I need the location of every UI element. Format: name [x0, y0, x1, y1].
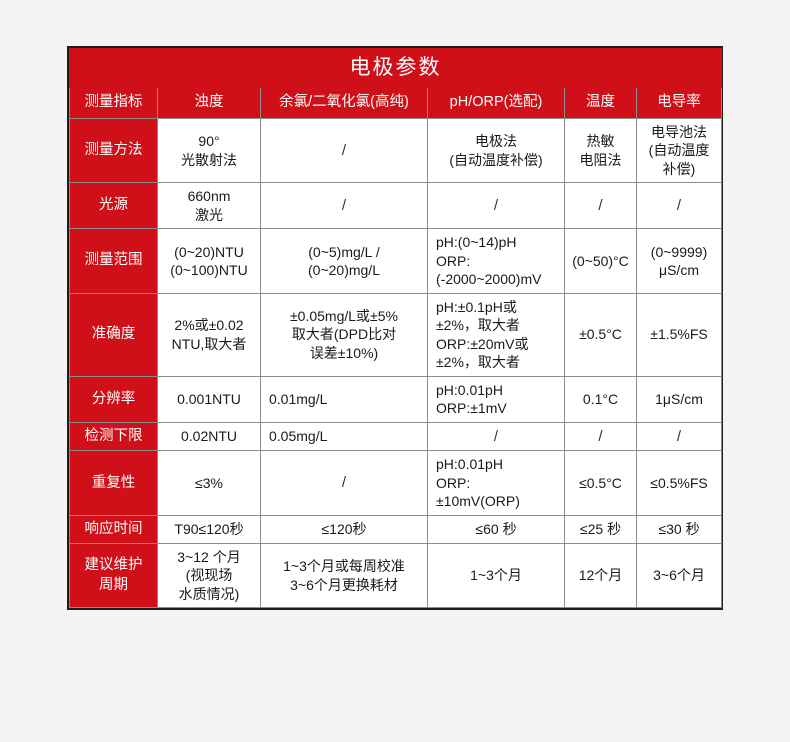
row-header-4: 分辨率 — [69, 375, 158, 423]
row-header-3: 准确度 — [69, 292, 158, 377]
row-header-1: 光源 — [69, 182, 158, 230]
table-cell: ±0.05mg/L或±5% 取大者(DPD比对 误差±10%) — [260, 292, 428, 377]
table-cell: 0.01mg/L — [260, 375, 428, 423]
table-cell: (0~9999) μS/cm — [635, 228, 723, 294]
cell-not-applicable: / — [260, 117, 428, 184]
cell-not-applicable: / — [635, 421, 723, 452]
cell-not-applicable: / — [564, 421, 637, 452]
table-cell: 0.02NTU — [157, 421, 261, 452]
table-header-row: 测量指标 浊度 余氯/二氧化氯(高纯) pH/ORP(选配) 温度 电导率 — [69, 87, 723, 119]
column-header-5: 电导率 — [635, 87, 723, 119]
cell-not-applicable: / — [260, 182, 428, 230]
column-header-2: 余氯/二氧化氯(高纯) — [260, 87, 428, 119]
table-cell: 热敏 电阻法 — [564, 117, 637, 184]
table-cell: (0~20)NTU (0~100)NTU — [157, 228, 261, 294]
table-body: 电极参数 测量指标 浊度 余氯/二氧化氯(高纯) pH/ORP(选配) 温度 电导率 测量… — [68, 48, 723, 609]
table-row: 建议维护 周期 3~12 个月 (视现场 水质情况) 1~3个月或每周校准 3~6个月更换耗… — [69, 542, 723, 609]
electrode-parameters-table: 电极参数 测量指标 浊度 余氯/二氧化氯(高纯) pH/ORP(选配) 温度 电导率 测量… — [68, 48, 723, 609]
table-cell: 电导池法 (自动温度 补偿) — [635, 117, 723, 184]
table-cell: (0~5)mg/L / (0~20)mg/L — [260, 228, 428, 294]
table-cell: 0.1°C — [564, 375, 637, 423]
row-header-7: 响应时间 — [69, 514, 158, 544]
table-title: 电极参数 — [68, 48, 723, 88]
table-cell: ≤0.5%FS — [635, 450, 723, 516]
table-cell: 0.05mg/L — [260, 421, 428, 452]
column-header-metric: 测量指标 — [69, 87, 158, 119]
table-row: 响应时间 T90≤120秒 ≤120秒 ≤60 秒 ≤25 秒 ≤30 秒 — [69, 514, 723, 544]
table-title-row: 电极参数 — [68, 48, 723, 88]
table-row: 测量方法 90° 光散射法 / 电极法 (自动温度补偿) 热敏 电阻法 电导池法 (自动温度 补偿) — [69, 117, 723, 184]
table-cell: 2%或±0.02 NTU,取大者 — [157, 292, 261, 377]
table-row: 分辨率 0.001NTU 0.01mg/L pH:0.01pH ORP:±1mV 0.1°… — [69, 375, 723, 423]
column-header-4: 温度 — [564, 87, 637, 119]
cell-not-applicable: / — [635, 182, 723, 230]
table-cell: pH:0.01pH ORP: ±10mV(ORP) — [427, 450, 565, 516]
table-cell: ≤60 秒 — [427, 514, 565, 544]
table-cell: 电极法 (自动温度补偿) — [427, 117, 565, 184]
table-cell: ±1.5%FS — [635, 292, 723, 377]
cell-not-applicable: / — [427, 182, 565, 230]
cell-not-applicable: / — [564, 182, 637, 230]
table-cell: 0.001NTU — [157, 375, 261, 423]
table-cell: ≤30 秒 — [635, 514, 723, 544]
column-header-1: 浊度 — [157, 87, 261, 119]
table-row: 测量范围 (0~20)NTU (0~100)NTU (0~5)mg/L / (0~20)… — [69, 228, 723, 294]
row-header-8: 建议维护 周期 — [69, 542, 158, 609]
table-cell: 1~3个月 — [427, 542, 565, 609]
table-cell: (0~50)°C — [564, 228, 637, 294]
table-cell: ≤25 秒 — [564, 514, 637, 544]
table-cell: 3~12 个月 (视现场 水质情况) — [157, 542, 261, 609]
table-cell: pH:±0.1pH或 ±2%，取大者 ORP:±20mV或 ±2%，取大者 — [427, 292, 565, 377]
table-cell: 90° 光散射法 — [157, 117, 261, 184]
table-cell: pH:(0~14)pH ORP: (-2000~2000)mV — [427, 228, 565, 294]
table-row: 重复性 ≤3% / pH:0.01pH ORP: ±10mV(ORP) ≤0.5°C ≤0.5… — [69, 450, 723, 516]
table-cell: ±0.5°C — [564, 292, 637, 377]
table-cell: ≤3% — [157, 450, 261, 516]
table-cell: 1~3个月或每周校准 3~6个月更换耗材 — [260, 542, 428, 609]
row-header-5: 检测下限 — [69, 421, 158, 452]
row-header-2: 测量范围 — [69, 228, 158, 294]
electrode-parameters-table-container: 电极参数 测量指标 浊度 余氯/二氧化氯(高纯) pH/ORP(选配) 温度 电导率 测量… — [67, 46, 723, 611]
table-row: 检测下限 0.02NTU 0.05mg/L / / / — [69, 421, 723, 452]
cell-not-applicable: / — [260, 450, 428, 516]
column-header-3: pH/ORP(选配) — [427, 87, 565, 119]
table-row: 准确度 2%或±0.02 NTU,取大者 ±0.05mg/L或±5% 取大者(DPD比对… — [69, 292, 723, 377]
cell-not-applicable: / — [427, 421, 565, 452]
row-header-6: 重复性 — [69, 450, 158, 516]
table-cell: pH:0.01pH ORP:±1mV — [427, 375, 565, 423]
table-cell: 660nm 激光 — [157, 182, 261, 230]
row-header-0: 测量方法 — [69, 117, 158, 184]
table-row: 光源 660nm 激光 / / / / — [69, 182, 723, 230]
table-cell: 1μS/cm — [635, 375, 723, 423]
table-cell: ≤120秒 — [260, 514, 428, 544]
table-cell: T90≤120秒 — [157, 514, 261, 544]
table-cell: 3~6个月 — [635, 542, 723, 609]
table-cell: ≤0.5°C — [564, 450, 637, 516]
table-cell: 12个月 — [564, 542, 637, 609]
